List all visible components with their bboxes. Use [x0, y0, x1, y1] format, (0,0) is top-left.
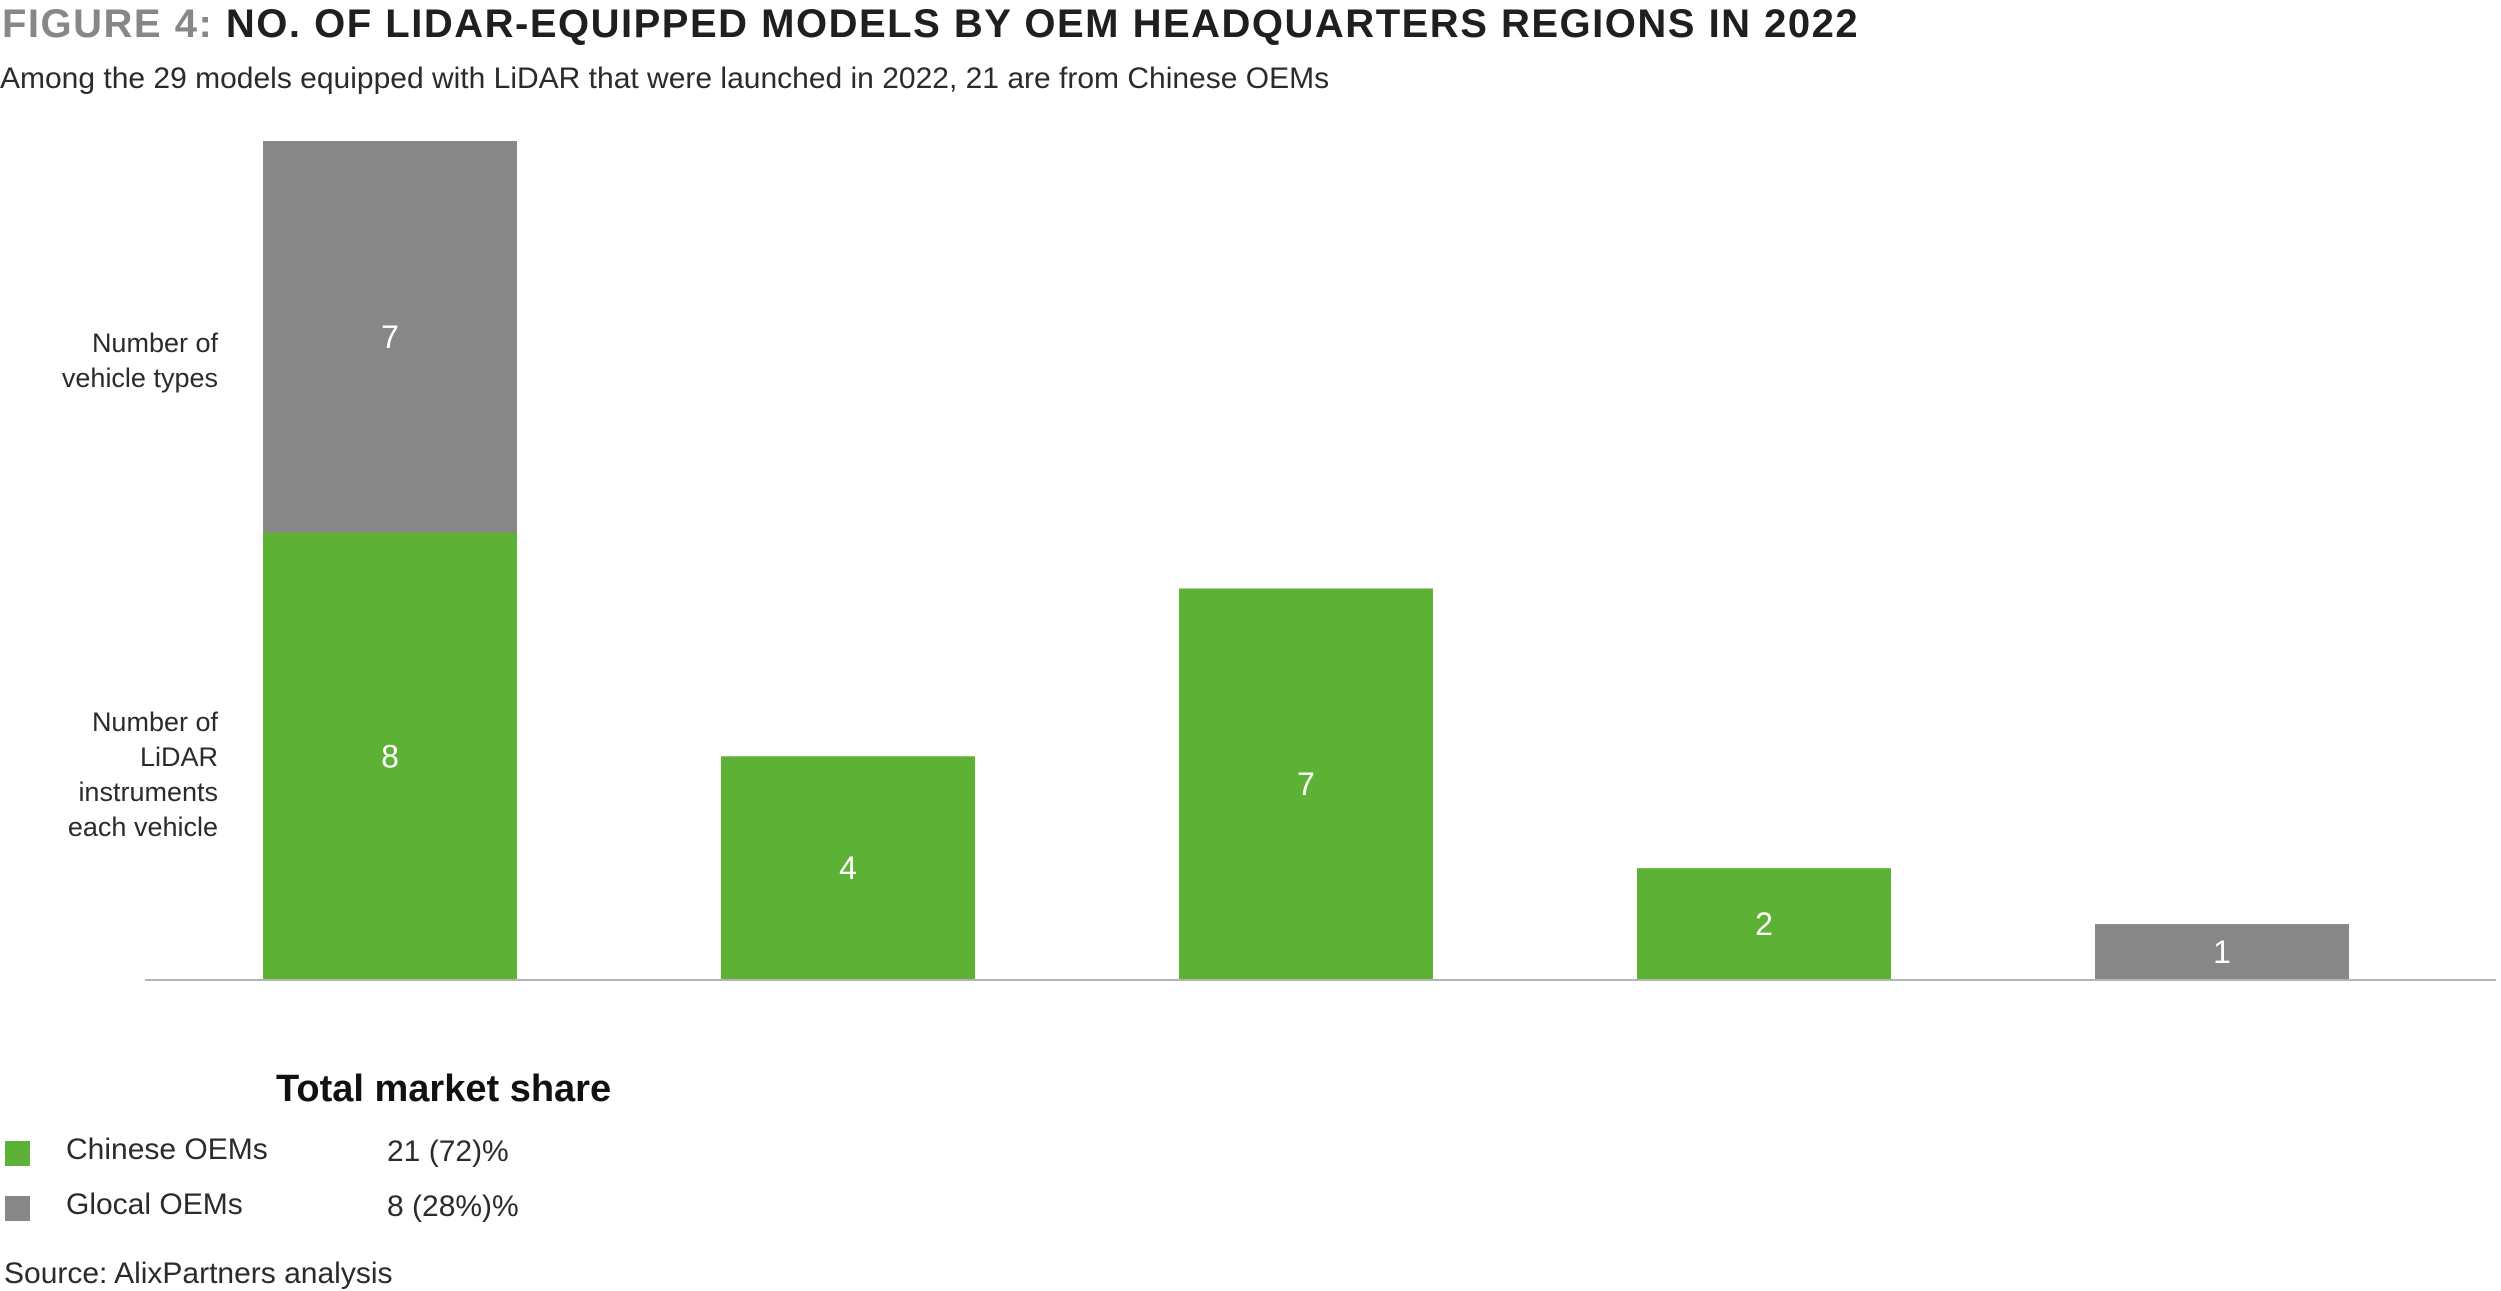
legend-swatch-glocal	[5, 1196, 30, 1221]
legend-label-glocal: Glocal OEMs	[66, 1188, 243, 1221]
data-label-glocal-1: 7	[381, 319, 399, 355]
legend-value-chinese: 21 (72)%	[387, 1135, 509, 1168]
data-label-chinese-4: 2	[1755, 906, 1773, 942]
data-label-chinese-1: 8	[381, 738, 399, 774]
bar-chinese-2	[721, 756, 975, 980]
chart-subtitle: Among the 29 models equipped with LiDAR …	[0, 62, 1330, 95]
bar-chinese-4	[1637, 868, 1891, 980]
figure-title: NO. OF LIDAR-EQUIPPED MODELS BY OEM HEAD…	[225, 2, 1860, 46]
data-label-chinese-3: 7	[1297, 766, 1315, 802]
vehicle-types-label: Number of vehicle types	[61, 328, 218, 393]
chart-title: FIGURE 4: NO. OF LIDAR-EQUIPPED MODELS B…	[2, 2, 1859, 47]
legend-swatch-chinese	[5, 1141, 30, 1166]
bar-glocal-5	[2095, 924, 2349, 980]
bar-chinese-1	[263, 532, 517, 980]
figure-number: FIGURE 4:	[2, 2, 214, 46]
bar-group: 8 7 4 7 2 1	[263, 141, 2349, 980]
data-label-glocal-5: 1	[2213, 934, 2231, 970]
legend-label-chinese: Chinese OEMs	[66, 1133, 268, 1166]
legend-item-glocal: Glocal OEMs 8 (28%)%	[0, 1188, 700, 1228]
bar-glocal-1	[263, 141, 517, 533]
legend-value-glocal: 8 (28%)%	[387, 1190, 519, 1223]
source-note: Source: AlixPartners analysis	[4, 1257, 393, 1290]
legend-item-chinese: Chinese OEMs 21 (72)%	[0, 1133, 700, 1173]
bar-chart: 8 7 4 7 2 1	[145, 141, 2496, 981]
lidar-instruments-label: Number of LiDAR instruments each vehicle	[67, 707, 218, 842]
legend-title: Total market share	[276, 1068, 612, 1110]
data-label-chinese-2: 4	[839, 850, 857, 886]
bar-chinese-3	[1179, 588, 1433, 980]
